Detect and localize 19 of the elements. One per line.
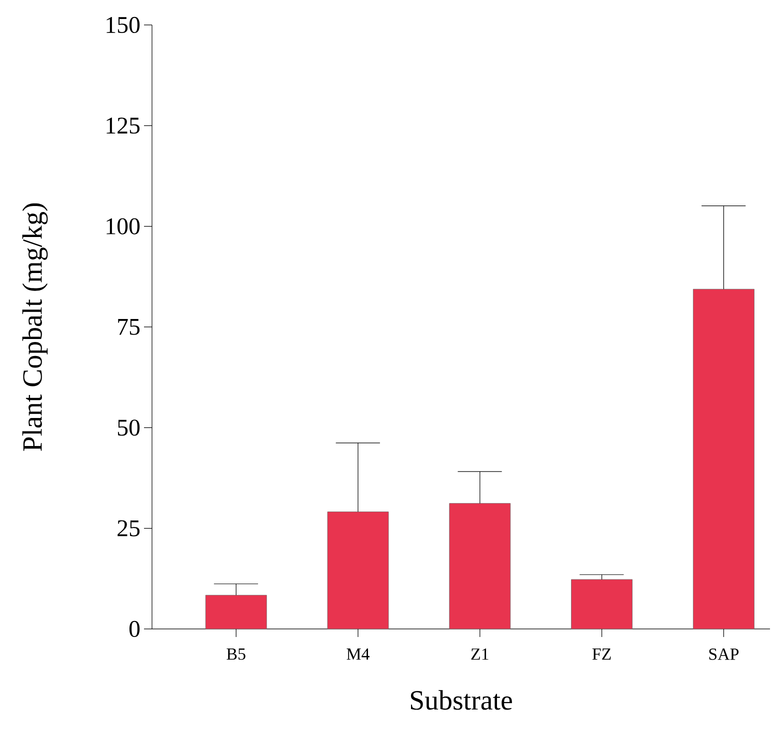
y-tick-label: 0	[129, 620, 140, 638]
x-axis-title: Substrate	[410, 690, 512, 710]
y-tick-label: 150	[106, 16, 140, 34]
bar	[449, 503, 511, 629]
x-tick-label: M4	[346, 648, 370, 660]
bar	[571, 579, 632, 629]
y-tick-label: 25	[118, 520, 140, 536]
x-tick-label: FZ	[592, 648, 611, 660]
bar	[327, 512, 389, 629]
x-tick-label: SAP	[709, 648, 739, 660]
y-tick-label: 75	[118, 319, 140, 335]
x-tick-label: Z1	[471, 648, 488, 660]
bar	[692, 288, 754, 629]
bar	[205, 594, 267, 629]
y-tick-label: 125	[106, 118, 140, 134]
x-tick-label: B5	[226, 648, 246, 660]
y-tick-label: 50	[118, 420, 140, 436]
y-axis-title: Plant Copbalt (mg/kg)	[22, 203, 48, 451]
y-tick-label: 100	[106, 218, 140, 234]
